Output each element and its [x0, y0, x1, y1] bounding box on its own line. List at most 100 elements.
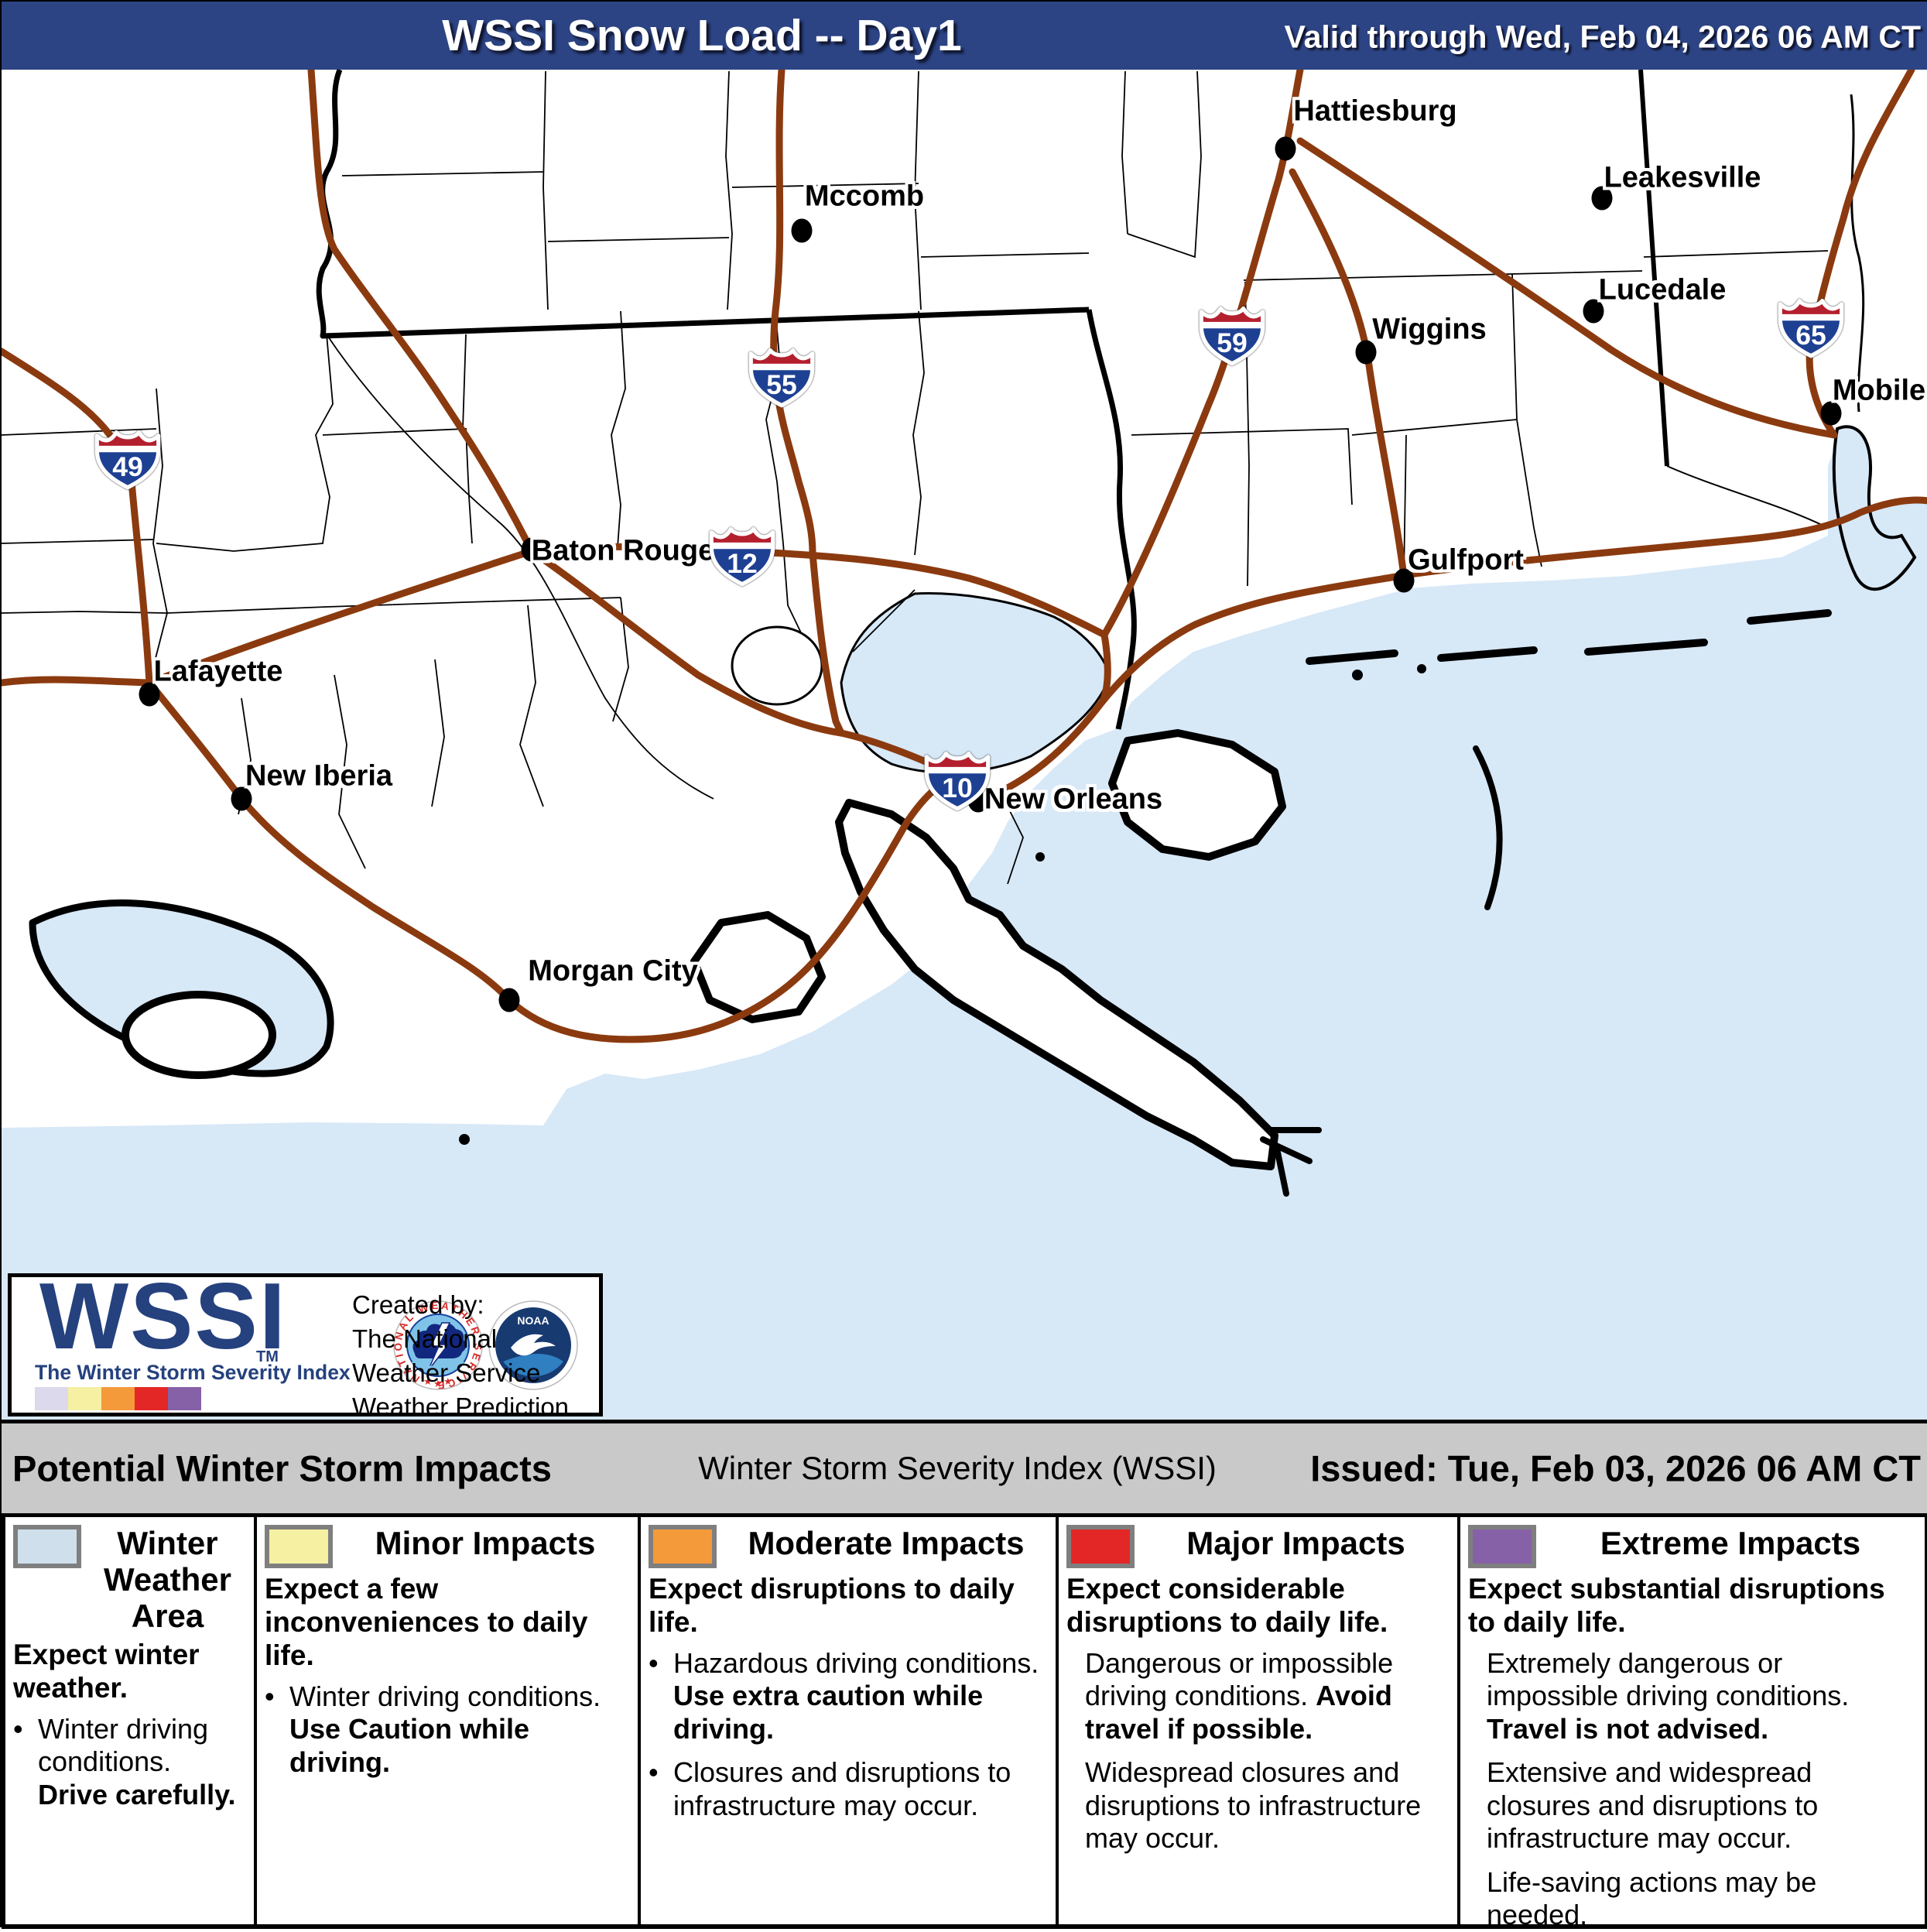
header-bar: WSSI Snow Load -- Day1 Valid through Wed… [2, 2, 1927, 70]
indent-spacer [1066, 1647, 1085, 1745]
svg-text:12: 12 [727, 548, 758, 579]
barrier-islands [1260, 609, 1832, 1197]
created-by-line: Created by: [352, 1290, 484, 1319]
legend-item: • Hazardous driving conditions. Use extra… [649, 1647, 1049, 1745]
interstate-shield-12: 12 [707, 519, 778, 587]
islets [459, 664, 1426, 1145]
city-label: New Iberia [245, 759, 393, 793]
legend-swatch [1468, 1525, 1536, 1568]
svg-text:49: 49 [112, 451, 143, 482]
created-by-line: The National Weather Service [352, 1324, 541, 1387]
legend-item-text: Widespread closures and disruptions to i… [1085, 1756, 1422, 1855]
legend-item: Extremely dangerous or impossible drivin… [1468, 1647, 1918, 1745]
interstate-shield-65: 65 [1775, 291, 1847, 359]
legend-item: Dangerous or impossible driving conditio… [1066, 1647, 1451, 1745]
legend-intro: Expect considerable disruptions to daily… [1066, 1573, 1388, 1638]
city-dot-mobile [1820, 401, 1842, 426]
indent-spacer [1066, 1756, 1085, 1855]
legend-item: • Winter driving conditions. Drive carefu… [13, 1713, 248, 1811]
legend-column-extreme-impacts: Extreme Impacts Expect substantial disrup… [1460, 1517, 1925, 1930]
legend-item-text: Winter driving conditions. Use Caution w… [289, 1680, 601, 1778]
legend-column-minor-impacts: Minor Impacts Expect a few inconveniences… [257, 1517, 641, 1924]
interstate-shield-49: 49 [92, 423, 163, 491]
severity-color-segment [168, 1387, 201, 1410]
bullet-marker: • [265, 1680, 275, 1712]
wssi-severity-colorbar [35, 1387, 201, 1410]
legend-title: Extreme Impacts [1600, 1525, 1861, 1561]
svg-text:★: ★ [423, 1375, 433, 1387]
city-dot-new-iberia [231, 786, 252, 811]
info-bar-title: Potential Winter Storm Impacts [12, 1447, 552, 1489]
severity-color-segment [35, 1387, 68, 1410]
wssi-logo-box: WSSI TM The Winter Storm Severity Index … [8, 1263, 603, 1455]
svg-text:10: 10 [942, 772, 973, 803]
legend-intro: Expect winter weather. [13, 1639, 200, 1704]
interstate-shield-55: 55 [746, 341, 817, 409]
legend-item: • Closures and disruptions to infrastruct… [649, 1756, 1049, 1822]
nws-logo: NATIONAL WEATHER SERVICE ★ ★ ★ [392, 1300, 483, 1391]
city-dot-wiggins [1355, 340, 1377, 365]
severity-color-segment [68, 1387, 101, 1410]
legend-item: • Winter driving conditions. Use Caution … [265, 1680, 631, 1779]
legend-item-text: Life-saving actions may be needed. [1487, 1865, 1817, 1931]
lake-maurepas [731, 625, 823, 706]
bullet-marker: • [13, 1712, 23, 1745]
city-label: Wiggins [1372, 313, 1487, 346]
severity-color-segment [101, 1387, 135, 1410]
legend-intro: Expect a few inconveniences to daily lif… [265, 1573, 588, 1671]
indent-spacer [1468, 1866, 1487, 1932]
legend-item-text: Extensive and widespread closures and di… [1487, 1756, 1819, 1855]
severity-color-segment [135, 1387, 168, 1410]
legend-title: Minor Impacts [375, 1525, 596, 1561]
legend-column-moderate-impacts: Moderate Impacts Expect disruptions to da… [641, 1517, 1059, 1924]
map-canvas[interactable]: Mccomb Hattiesburg Leakesville Lucedale Wigg… [2, 70, 1927, 1420]
city-dot-lafayette [139, 682, 160, 707]
bullet-marker: • [649, 1756, 659, 1789]
legend-intro: Expect substantial disruptions to daily … [1468, 1573, 1885, 1638]
valid-through-text: Valid through Wed, Feb 04, 2026 06 AM CT [1284, 19, 1921, 55]
trademark-symbol: TM [256, 1348, 279, 1365]
map-geography [2, 70, 1927, 1420]
city-dot-hattiesburg [1275, 136, 1296, 161]
page-title: WSSI Snow Load -- Day1 [442, 11, 962, 60]
info-bar-subtitle: Winter Storm Severity Index (WSSI) [698, 1450, 1217, 1486]
svg-text:55: 55 [766, 369, 797, 400]
svg-text:65: 65 [1795, 320, 1826, 351]
city-label: Morgan City [528, 954, 698, 988]
legend-swatch [1066, 1525, 1135, 1568]
city-dot-leakesville [1591, 186, 1613, 211]
wssi-logo-subtitle: The Winter Storm Severity Index [35, 1361, 351, 1384]
wssi-logo-text: WSSI [39, 1263, 287, 1368]
legend-title: Major Impacts [1186, 1525, 1405, 1561]
legend-item-text: Hazardous driving conditions. Use extra … [673, 1646, 1039, 1745]
svg-text:★: ★ [433, 1378, 443, 1389]
impacts-legend: Winter Weather Area Expect winter weather… [2, 1517, 1927, 1930]
indent-spacer [1468, 1647, 1487, 1745]
county-boundaries [2, 70, 1865, 885]
legend-column-major-impacts: Major Impacts Expect considerable disrupt… [1059, 1517, 1460, 1924]
legend-swatch [649, 1525, 717, 1568]
city-label: Mccomb [804, 180, 925, 213]
city-dot-baton-rouge [521, 537, 543, 562]
city-label: Lucedale [1598, 273, 1727, 307]
indent-spacer [1468, 1756, 1487, 1855]
legend-item-text: Winter driving conditions. Drive careful… [38, 1712, 236, 1810]
legend-item: Life-saving actions may be needed. [1468, 1866, 1918, 1932]
svg-text:59: 59 [1217, 327, 1248, 358]
city-dot-lucedale [1583, 299, 1604, 324]
legend-swatch [265, 1525, 333, 1568]
legend-item-text: Dangerous or impossible driving conditio… [1085, 1646, 1394, 1745]
bullet-marker: • [649, 1646, 659, 1679]
legend-intro: Expect disruptions to daily life. [649, 1573, 1015, 1638]
legend-item: Widespread closures and disruptions to i… [1066, 1756, 1451, 1855]
city-label: New Orleans [984, 783, 1163, 816]
legend-item: Extensive and widespread closures and di… [1468, 1756, 1918, 1855]
svg-text:★: ★ [443, 1375, 453, 1387]
legend-title: Moderate Impacts [748, 1525, 1025, 1561]
legend-column-winter-weather-area: Winter Weather Area Expect winter weather… [5, 1517, 257, 1924]
interstate-shield-10: 10 [922, 744, 993, 812]
city-label: Hattiesburg [1293, 94, 1457, 128]
city-dot-morgan-city [498, 988, 520, 1012]
city-label: Leakesville [1604, 161, 1761, 194]
